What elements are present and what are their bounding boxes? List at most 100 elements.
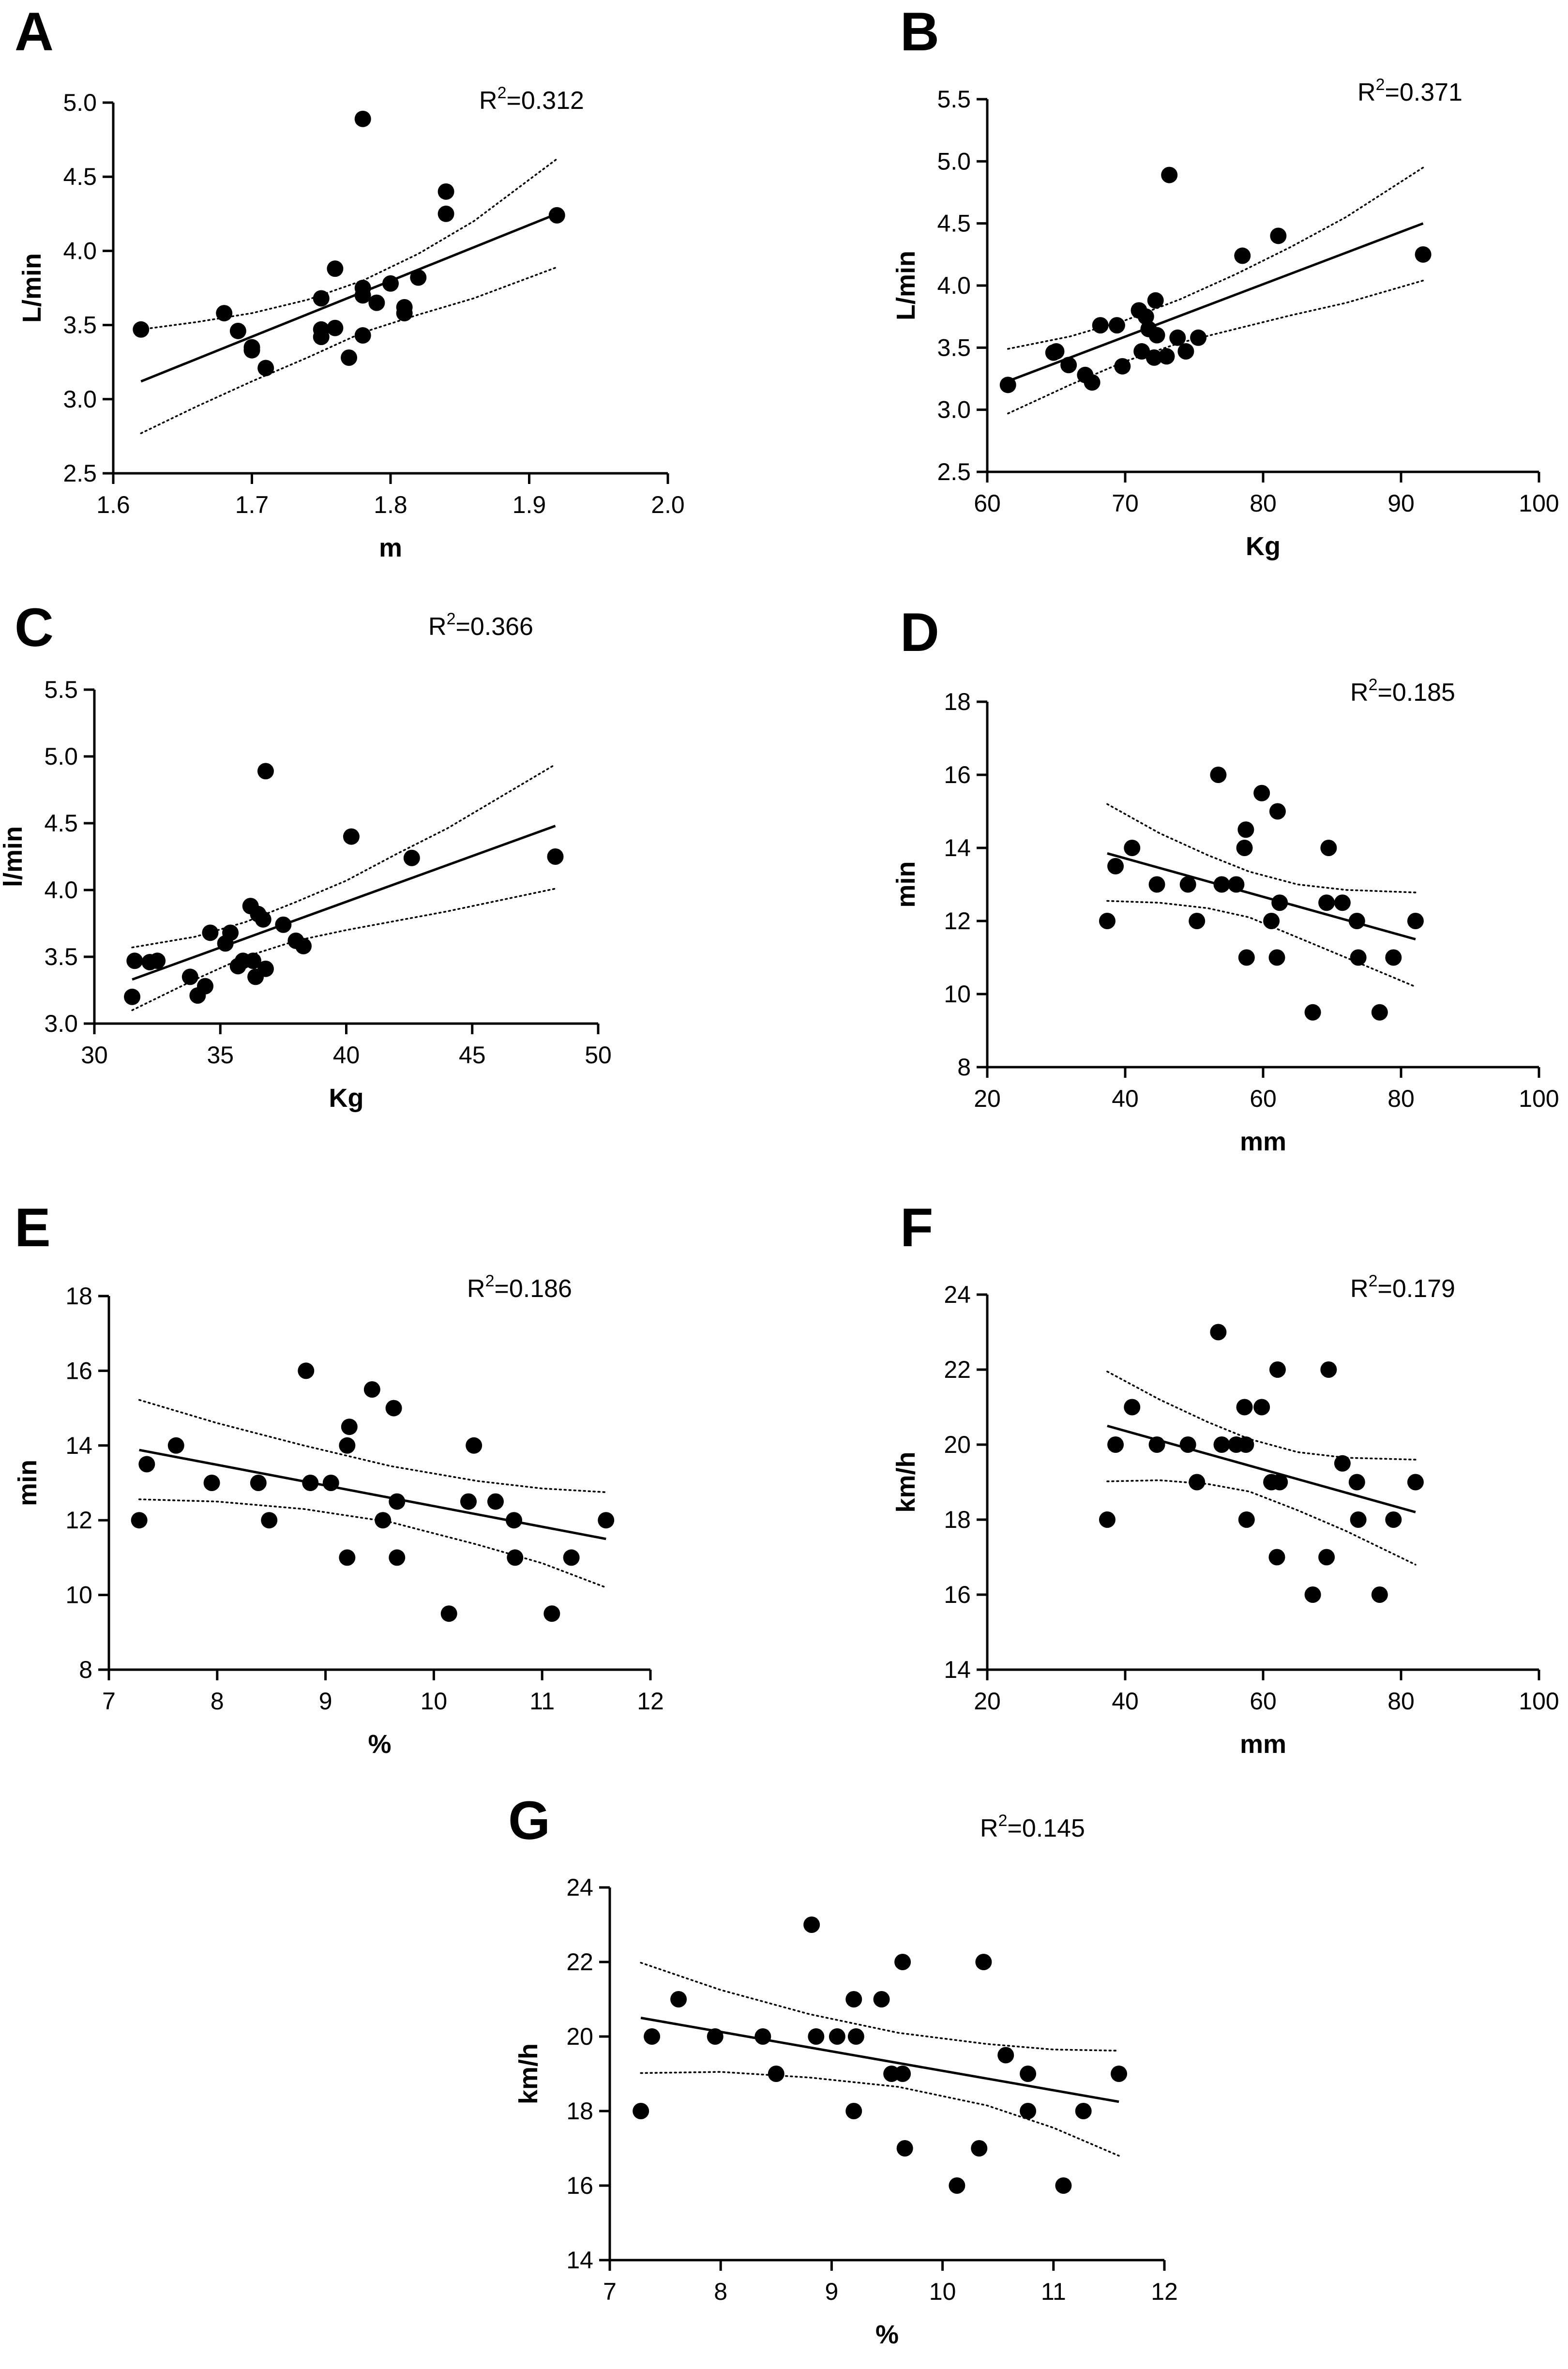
data-point: [382, 275, 399, 292]
y-tick-label: 16: [65, 1357, 92, 1384]
data-point: [126, 952, 143, 969]
data-point: [1020, 2066, 1037, 2082]
x-tick-label: 100: [1519, 490, 1559, 517]
data-point: [1108, 317, 1125, 334]
data-point: [1111, 2066, 1128, 2082]
data-point: [295, 937, 312, 954]
data-point: [275, 916, 292, 933]
data-point: [1350, 1511, 1367, 1528]
y-tick-label: 5.5: [44, 676, 78, 703]
y-tick-label: 3.0: [44, 1010, 78, 1037]
data-point: [1055, 2177, 1072, 2194]
panel-b: B R2=0.371 60 70 80 90 100 2.5 3.0 3.5 4.0 4.5 5.0 5.…: [891, 1, 1559, 561]
data-point: [1385, 1511, 1402, 1528]
confidence-band-lower: [1106, 900, 1417, 988]
confidence-band-upper: [640, 1962, 1120, 2052]
data-point: [327, 260, 344, 277]
data-point: [543, 1605, 560, 1622]
r-squared-annotation: R2=0.185: [1350, 676, 1455, 707]
x-axis-title: %: [875, 2320, 899, 2349]
y-tick-label: 4.5: [63, 163, 97, 190]
y-axis-title: km/h: [514, 2043, 543, 2104]
confidence-band-lower: [131, 888, 557, 1011]
data-point: [670, 1991, 687, 2007]
x-tick-label: 2.0: [651, 491, 685, 518]
x-tick-label: 8: [714, 2278, 727, 2305]
x-tick-label: 100: [1519, 1688, 1559, 1715]
data-point: [257, 360, 274, 377]
data-point: [1415, 246, 1432, 263]
data-point: [1320, 840, 1337, 856]
x-tick-label: 9: [319, 1688, 332, 1715]
data-point: [343, 828, 360, 845]
data-point: [1334, 894, 1351, 911]
data-point: [354, 327, 371, 344]
data-point: [1238, 949, 1255, 966]
y-tick-label: 4.0: [937, 272, 971, 299]
y-tick-label: 18: [944, 1506, 971, 1533]
data-point: [1158, 348, 1175, 365]
y-tick-label: 14: [566, 2247, 593, 2274]
data-point: [1124, 840, 1141, 856]
data-point: [1234, 247, 1251, 264]
y-tick-label: 20: [566, 2023, 593, 2050]
panel-g: G R2=0.145 7 8 9 10 11 12 14 16 18 20 22 24% km/h: [508, 1790, 1178, 2349]
x-tick-label: 1.9: [513, 491, 546, 518]
y-axis-title: L/min: [17, 253, 46, 323]
x-tick-label: 9: [825, 2278, 838, 2305]
data-point: [1148, 1436, 1165, 1453]
data-point: [257, 763, 274, 780]
confidence-band-lower: [138, 1498, 607, 1588]
y-tick-label: 18: [566, 2097, 593, 2125]
x-axis-title: mm: [1240, 1127, 1286, 1156]
data-point: [1253, 785, 1270, 801]
data-point: [244, 952, 261, 969]
confidence-band-upper: [1106, 803, 1417, 893]
data-point: [313, 321, 330, 338]
data-point: [644, 2028, 661, 2045]
data-point: [313, 290, 330, 307]
data-point: [754, 2028, 771, 2045]
data-point: [1092, 317, 1109, 334]
data-point: [1271, 894, 1288, 911]
y-tick-label: 4.0: [44, 876, 78, 904]
y-tick-label: 16: [944, 761, 971, 788]
data-point: [506, 1512, 523, 1529]
data-point: [598, 1512, 615, 1529]
y-tick-label: 3.0: [63, 386, 97, 413]
data-point: [707, 2028, 724, 2045]
data-point: [1320, 1361, 1337, 1378]
data-point: [1268, 949, 1285, 966]
data-point: [1169, 329, 1186, 346]
data-point: [368, 294, 385, 311]
y-tick-label: 4.5: [44, 810, 78, 837]
x-tick-label: 7: [603, 2278, 617, 2305]
data-point: [1268, 1549, 1285, 1566]
confidence-band-upper: [131, 763, 557, 949]
data-point: [1350, 949, 1367, 966]
data-point: [1114, 358, 1131, 375]
x-tick-label: 80: [1387, 1085, 1415, 1112]
data-point: [1253, 1399, 1270, 1416]
x-axis-title: m: [379, 533, 402, 562]
data-point: [1263, 913, 1280, 929]
y-axis-title: km/h: [891, 1451, 920, 1512]
x-tick-label: 10: [421, 1688, 448, 1715]
data-point: [222, 924, 239, 941]
data-point: [131, 1512, 148, 1529]
data-point: [167, 1437, 184, 1454]
x-tick-label: 60: [1250, 1085, 1277, 1112]
data-point: [1371, 1004, 1388, 1021]
x-tick-label: 80: [1250, 490, 1277, 517]
data-point: [548, 207, 565, 224]
data-point: [1099, 1511, 1116, 1528]
data-point: [1334, 1455, 1351, 1472]
x-axis-title: Kg: [1246, 532, 1281, 561]
data-point: [339, 1549, 356, 1566]
y-tick-label: 4.0: [63, 237, 97, 264]
data-point: [1148, 876, 1165, 893]
x-tick-label: 90: [1387, 490, 1415, 517]
confidence-band-lower: [1007, 279, 1424, 415]
data-point: [949, 2177, 965, 2194]
data-point: [322, 1475, 339, 1491]
